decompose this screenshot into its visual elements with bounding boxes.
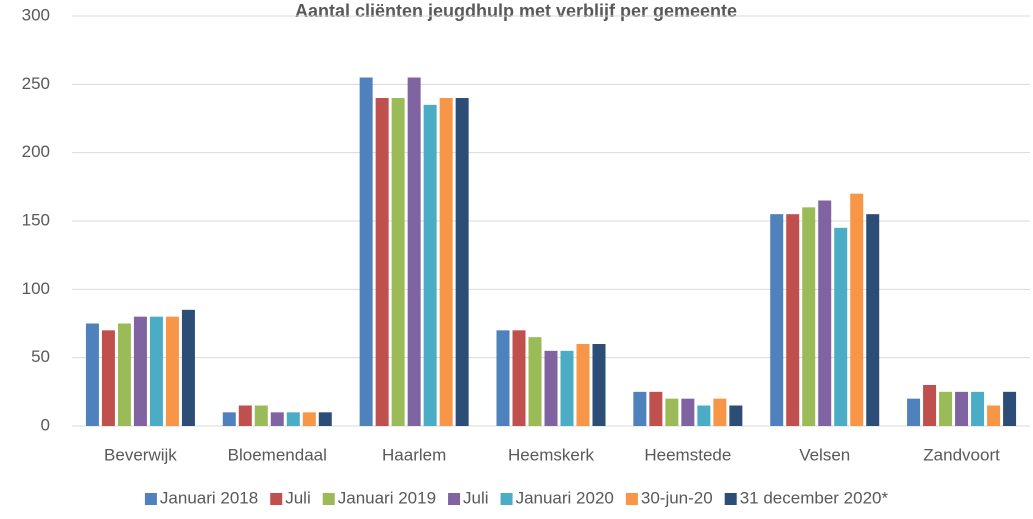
bar [165,316,179,426]
legend-swatch [625,493,638,505]
legend-swatch [448,493,461,505]
legend-label: Januari 2019 [338,488,436,507]
legend-swatch [500,493,513,505]
bar [149,316,163,426]
bar [302,412,316,426]
x-tick-label: Beverwijk [104,445,177,464]
bar [818,200,832,426]
bar [770,214,784,426]
y-tick-label: 100 [22,279,50,298]
bar [133,316,147,426]
bar [802,207,816,426]
bar [439,98,453,426]
bar [786,214,800,426]
x-tick-label: Velsen [799,445,850,464]
y-tick-label: 300 [22,5,50,24]
bar [407,77,421,426]
legend-label: Januari 2020 [516,488,614,507]
bar [939,391,953,426]
y-tick-label: 150 [22,210,50,229]
legend-swatch [270,493,283,505]
x-tick-label: Bloemendaal [228,445,327,464]
bar [729,405,743,426]
x-tick-label: Heemstede [644,445,731,464]
chart-title: Aantal cliënten jeugdhulp met verblijf p… [295,1,737,21]
legend-label: Juli [285,488,311,507]
legend-label: 31 december 2020* [740,488,889,507]
bar [681,398,695,426]
bar [286,412,300,426]
bar [375,98,389,426]
y-tick-label: 250 [22,74,50,93]
bar [85,323,99,426]
bar [101,330,115,426]
bar [633,391,647,426]
bar [866,214,880,426]
bar [455,98,469,426]
legend: Januari 2018 Juli Januari 2019 Juli Januari … [144,488,889,507]
legend-swatch [322,493,335,505]
legend-swatch [144,493,157,505]
x-tick-label: Haarlem [382,445,446,464]
bar [544,350,558,426]
bar [391,98,405,426]
bar [181,309,195,426]
bar [923,385,937,426]
legend-label: Juli [463,488,489,507]
bar [697,405,711,426]
bar [649,391,663,426]
legend-label: Januari 2018 [160,488,258,507]
bar [576,344,590,426]
bar [423,104,437,426]
bar [359,77,373,426]
bar [971,391,985,426]
y-tick-label: 200 [22,142,50,161]
bar [318,412,332,426]
bar [238,405,252,426]
bar [987,405,1001,426]
legend-label: 30-jun-20 [641,488,713,507]
x-tick-label: Zandvoort [923,445,1000,464]
bar [270,412,284,426]
bar [592,344,606,426]
bar [834,227,848,426]
legend-swatch [724,493,737,505]
bar [528,337,542,426]
bar [665,398,679,426]
bar [907,398,921,426]
bar [955,391,969,426]
bar [496,330,510,426]
bar [254,405,268,426]
bar [512,330,526,426]
bar [713,398,727,426]
bar [850,193,864,426]
x-tick-label: Heemskerk [508,445,594,464]
bar [1003,391,1017,426]
bar [560,350,574,426]
y-tick-label: 0 [41,415,50,434]
bar [222,412,236,426]
bar [117,323,131,426]
y-tick-label: 50 [31,347,50,366]
